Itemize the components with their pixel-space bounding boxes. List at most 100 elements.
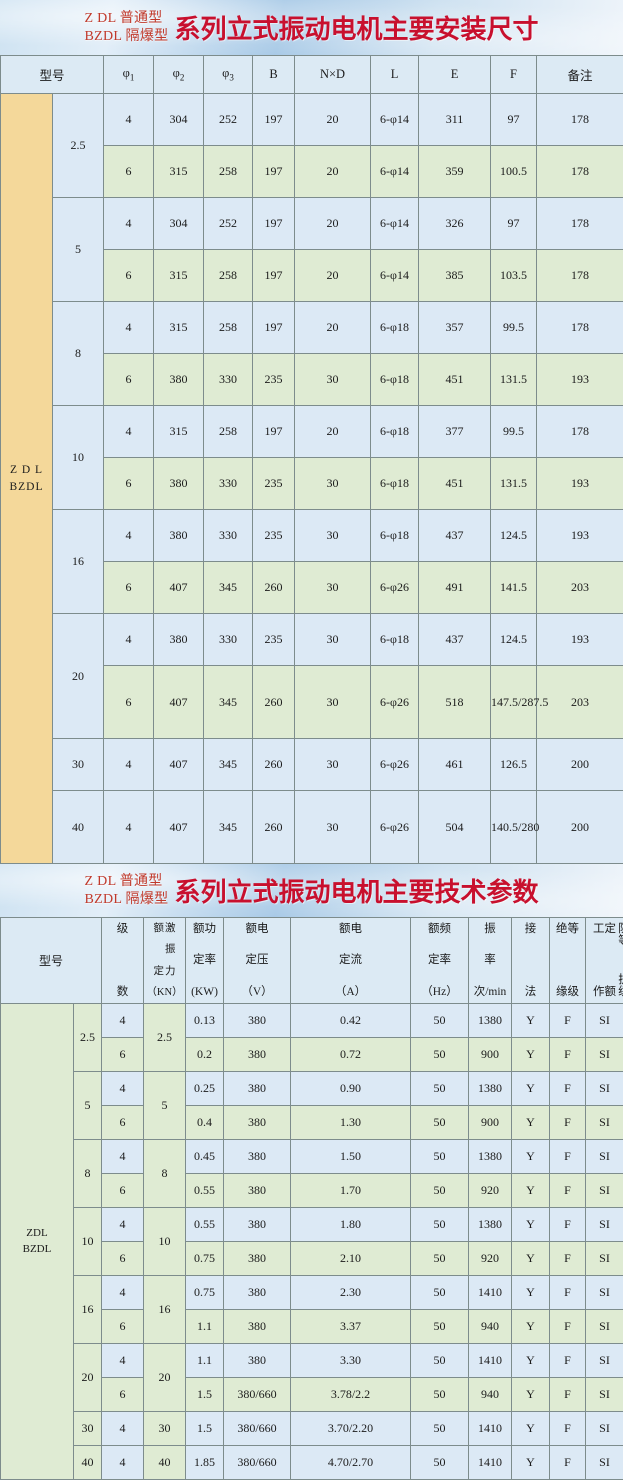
table2-cell-connection: Y bbox=[512, 1446, 550, 1480]
table1-header-model: 型号 bbox=[1, 56, 104, 94]
table2-cell-frequency: 50 bbox=[411, 1072, 469, 1106]
table1-cell-phi2: 330 bbox=[204, 354, 253, 406]
table1-cell-f: 193 bbox=[537, 354, 623, 406]
table2-cell-power: 0.4 bbox=[186, 1106, 224, 1140]
table2-cell-frequency: 50 bbox=[411, 1208, 469, 1242]
table2-cell-poles: 6 bbox=[102, 1310, 144, 1344]
table1-cell-phi1: 315 bbox=[154, 406, 204, 458]
table1-title-banner: Z DL 普通型 BZDL 隔爆型 系列立式振动电机主要安装尺寸 bbox=[0, 0, 623, 55]
table1-cell-l: 385 bbox=[419, 250, 491, 302]
table2-cell-voltage: 380 bbox=[224, 1344, 291, 1378]
table2-cell-insulation: F bbox=[550, 1140, 586, 1174]
table1-size-cell: 40 bbox=[53, 791, 104, 864]
table2-cell-current: 2.30 bbox=[291, 1276, 411, 1310]
table2-cell-power: 0.55 bbox=[186, 1174, 224, 1208]
table1-cell-phi2: 252 bbox=[204, 198, 253, 250]
table2-cell-current: 4.70/2.70 bbox=[291, 1446, 411, 1480]
banner1-model-prefix: Z DL 普通型 BZDL 隔爆型 bbox=[85, 10, 169, 46]
table1-cell-l: 518 bbox=[419, 666, 491, 739]
table2-cell-vibration-rate: 920 bbox=[469, 1174, 512, 1208]
table2-cell-voltage: 380 bbox=[224, 1004, 291, 1038]
table2-cell-duty: SI bbox=[586, 1208, 623, 1242]
table1-cell-b: 30 bbox=[295, 666, 371, 739]
table1-model-line2: BZDL bbox=[1, 479, 52, 496]
table2-cell-voltage: 380 bbox=[224, 1276, 291, 1310]
table1-cell-phi2: 258 bbox=[204, 250, 253, 302]
table2-cell-power: 1.5 bbox=[186, 1378, 224, 1412]
table1-cell-l: 326 bbox=[419, 198, 491, 250]
table2-cell-poles: 4 bbox=[102, 1344, 144, 1378]
table1-cell-poles: 4 bbox=[104, 198, 154, 250]
banner1-title: 系列立式振动电机主要安装尺寸 bbox=[174, 9, 538, 46]
table1-cell-b: 30 bbox=[295, 510, 371, 562]
table2-cell-frequency: 50 bbox=[411, 1344, 469, 1378]
table1-cell-e: 141.5 bbox=[491, 562, 537, 614]
table2-cell-frequency: 50 bbox=[411, 1106, 469, 1140]
table2-cell-vibration-rate: 1410 bbox=[469, 1344, 512, 1378]
table2-cell-current: 1.70 bbox=[291, 1174, 411, 1208]
table1-cell-l: 491 bbox=[419, 562, 491, 614]
table2-cell-vibration-rate: 1380 bbox=[469, 1004, 512, 1038]
table1-header-phi2: φ2 bbox=[154, 56, 204, 94]
table2-cell-poles: 4 bbox=[102, 1140, 144, 1174]
table1-cell-b: 30 bbox=[295, 354, 371, 406]
table1-cell-phi1: 315 bbox=[154, 146, 204, 198]
table1-cell-l: 451 bbox=[419, 458, 491, 510]
table2-cell-connection: Y bbox=[512, 1072, 550, 1106]
table2-cell-duty: SI bbox=[586, 1106, 623, 1140]
table2-title-banner: Z DL 普通型 BZDL 隔爆型 系列立式振动电机主要技术参数 bbox=[0, 864, 623, 917]
table1-cell-phi1: 315 bbox=[154, 250, 204, 302]
table1-cell-f: 178 bbox=[537, 250, 623, 302]
table1-cell-poles: 4 bbox=[104, 94, 154, 146]
table1-cell-phi1: 407 bbox=[154, 666, 204, 739]
table2-cell-exciting-force: 2.5 bbox=[144, 1004, 186, 1072]
table2-cell-power: 1.1 bbox=[186, 1344, 224, 1378]
table1-cell-phi1: 380 bbox=[154, 354, 204, 406]
table2-cell-vibration-rate: 1380 bbox=[469, 1072, 512, 1106]
table1-cell-f: 200 bbox=[537, 739, 623, 791]
table1-size-cell: 8 bbox=[53, 302, 104, 406]
table2-cell-poles: 6 bbox=[102, 1242, 144, 1276]
table2-cell-duty: SI bbox=[586, 1412, 623, 1446]
table1-cell-phi3: 197 bbox=[253, 94, 295, 146]
table1-cell-phi1: 380 bbox=[154, 614, 204, 666]
table1-cell-phi1: 407 bbox=[154, 562, 204, 614]
table2-cell-current: 2.10 bbox=[291, 1242, 411, 1276]
table2-cell-voltage: 380 bbox=[224, 1072, 291, 1106]
table1-header-l: L bbox=[371, 56, 419, 94]
table2-cell-vibration-rate: 1410 bbox=[469, 1446, 512, 1480]
table1-cell-phi3: 260 bbox=[253, 739, 295, 791]
table2-cell-power: 0.2 bbox=[186, 1038, 224, 1072]
table2-cell-vibration-rate: 920 bbox=[469, 1242, 512, 1276]
table1-cell-phi2: 345 bbox=[204, 666, 253, 739]
table2-header-exciting-force: 额激额振定力（KN） bbox=[144, 918, 186, 1004]
table2-header-power: 额功定率(KW) bbox=[186, 918, 224, 1004]
table1-size-cell: 10 bbox=[53, 406, 104, 510]
table1-cell-poles: 4 bbox=[104, 510, 154, 562]
table1-header-phi1: φ1 bbox=[104, 56, 154, 94]
table1-cell-e: 97 bbox=[491, 198, 537, 250]
table1-cell-f: 178 bbox=[537, 198, 623, 250]
table1-cell-phi3: 197 bbox=[253, 302, 295, 354]
table1-cell-e: 100.5 bbox=[491, 146, 537, 198]
table1-cell-phi3: 260 bbox=[253, 666, 295, 739]
table2-cell-connection: Y bbox=[512, 1344, 550, 1378]
table2-cell-voltage: 380 bbox=[224, 1242, 291, 1276]
table2-cell-frequency: 50 bbox=[411, 1276, 469, 1310]
table1-cell-l: 377 bbox=[419, 406, 491, 458]
table1-cell-f: 193 bbox=[537, 614, 623, 666]
table1-cell-phi1: 380 bbox=[154, 458, 204, 510]
table2-model-line2: BZDL bbox=[1, 1242, 73, 1257]
table2-cell-duty: SI bbox=[586, 1310, 623, 1344]
table2-cell-insulation: F bbox=[550, 1072, 586, 1106]
table2-cell-current: 0.90 bbox=[291, 1072, 411, 1106]
table2-cell-current: 3.37 bbox=[291, 1310, 411, 1344]
table2-cell-frequency: 50 bbox=[411, 1242, 469, 1276]
table2-header-connection: 接法 bbox=[512, 918, 550, 1004]
